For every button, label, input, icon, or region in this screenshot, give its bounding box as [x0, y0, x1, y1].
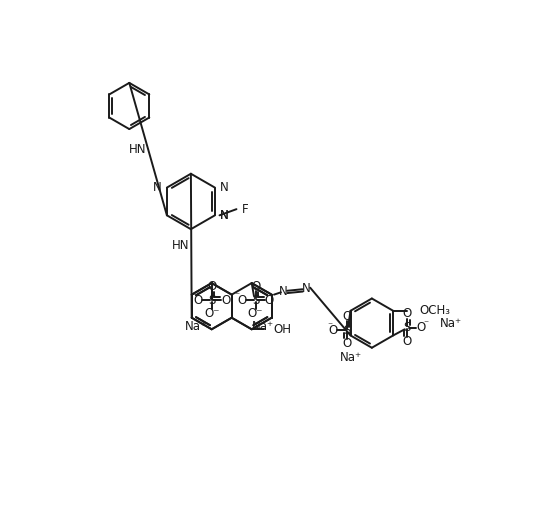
Text: O: O	[416, 321, 426, 334]
Text: O: O	[328, 323, 337, 337]
Text: F: F	[242, 203, 249, 216]
Text: N: N	[153, 181, 161, 194]
Text: Na⁺: Na⁺	[339, 351, 362, 363]
Text: O: O	[402, 335, 412, 348]
Text: ⁻: ⁻	[235, 291, 239, 301]
Text: O⁻: O⁻	[204, 308, 219, 320]
Text: O: O	[342, 310, 351, 322]
Text: OCH₃: OCH₃	[419, 304, 450, 317]
Text: Na⁺: Na⁺	[252, 320, 274, 334]
Text: ⁻: ⁻	[327, 321, 332, 331]
Text: S: S	[208, 294, 216, 307]
Text: Na⁺: Na⁺	[439, 317, 462, 331]
Text: N: N	[302, 282, 311, 295]
Text: N: N	[279, 285, 288, 298]
Text: ⁻: ⁻	[191, 292, 196, 302]
Text: N: N	[220, 181, 229, 194]
Text: O: O	[251, 280, 260, 293]
Text: O: O	[221, 293, 230, 307]
Text: O: O	[237, 293, 247, 307]
Text: O: O	[265, 293, 274, 307]
Text: O: O	[342, 337, 351, 351]
Text: Na⁺: Na⁺	[185, 320, 207, 334]
Text: N: N	[220, 209, 229, 222]
Text: HN: HN	[129, 143, 146, 156]
Text: S: S	[343, 323, 350, 337]
Text: O: O	[193, 294, 203, 307]
Text: HN: HN	[172, 239, 190, 252]
Text: ⁻: ⁻	[423, 320, 428, 330]
Text: S: S	[403, 321, 411, 334]
Text: O: O	[402, 308, 412, 320]
Text: OH: OH	[273, 323, 291, 336]
Text: O: O	[207, 280, 216, 293]
Text: O⁻: O⁻	[248, 308, 263, 320]
Text: N: N	[220, 209, 229, 222]
Text: S: S	[252, 293, 259, 307]
